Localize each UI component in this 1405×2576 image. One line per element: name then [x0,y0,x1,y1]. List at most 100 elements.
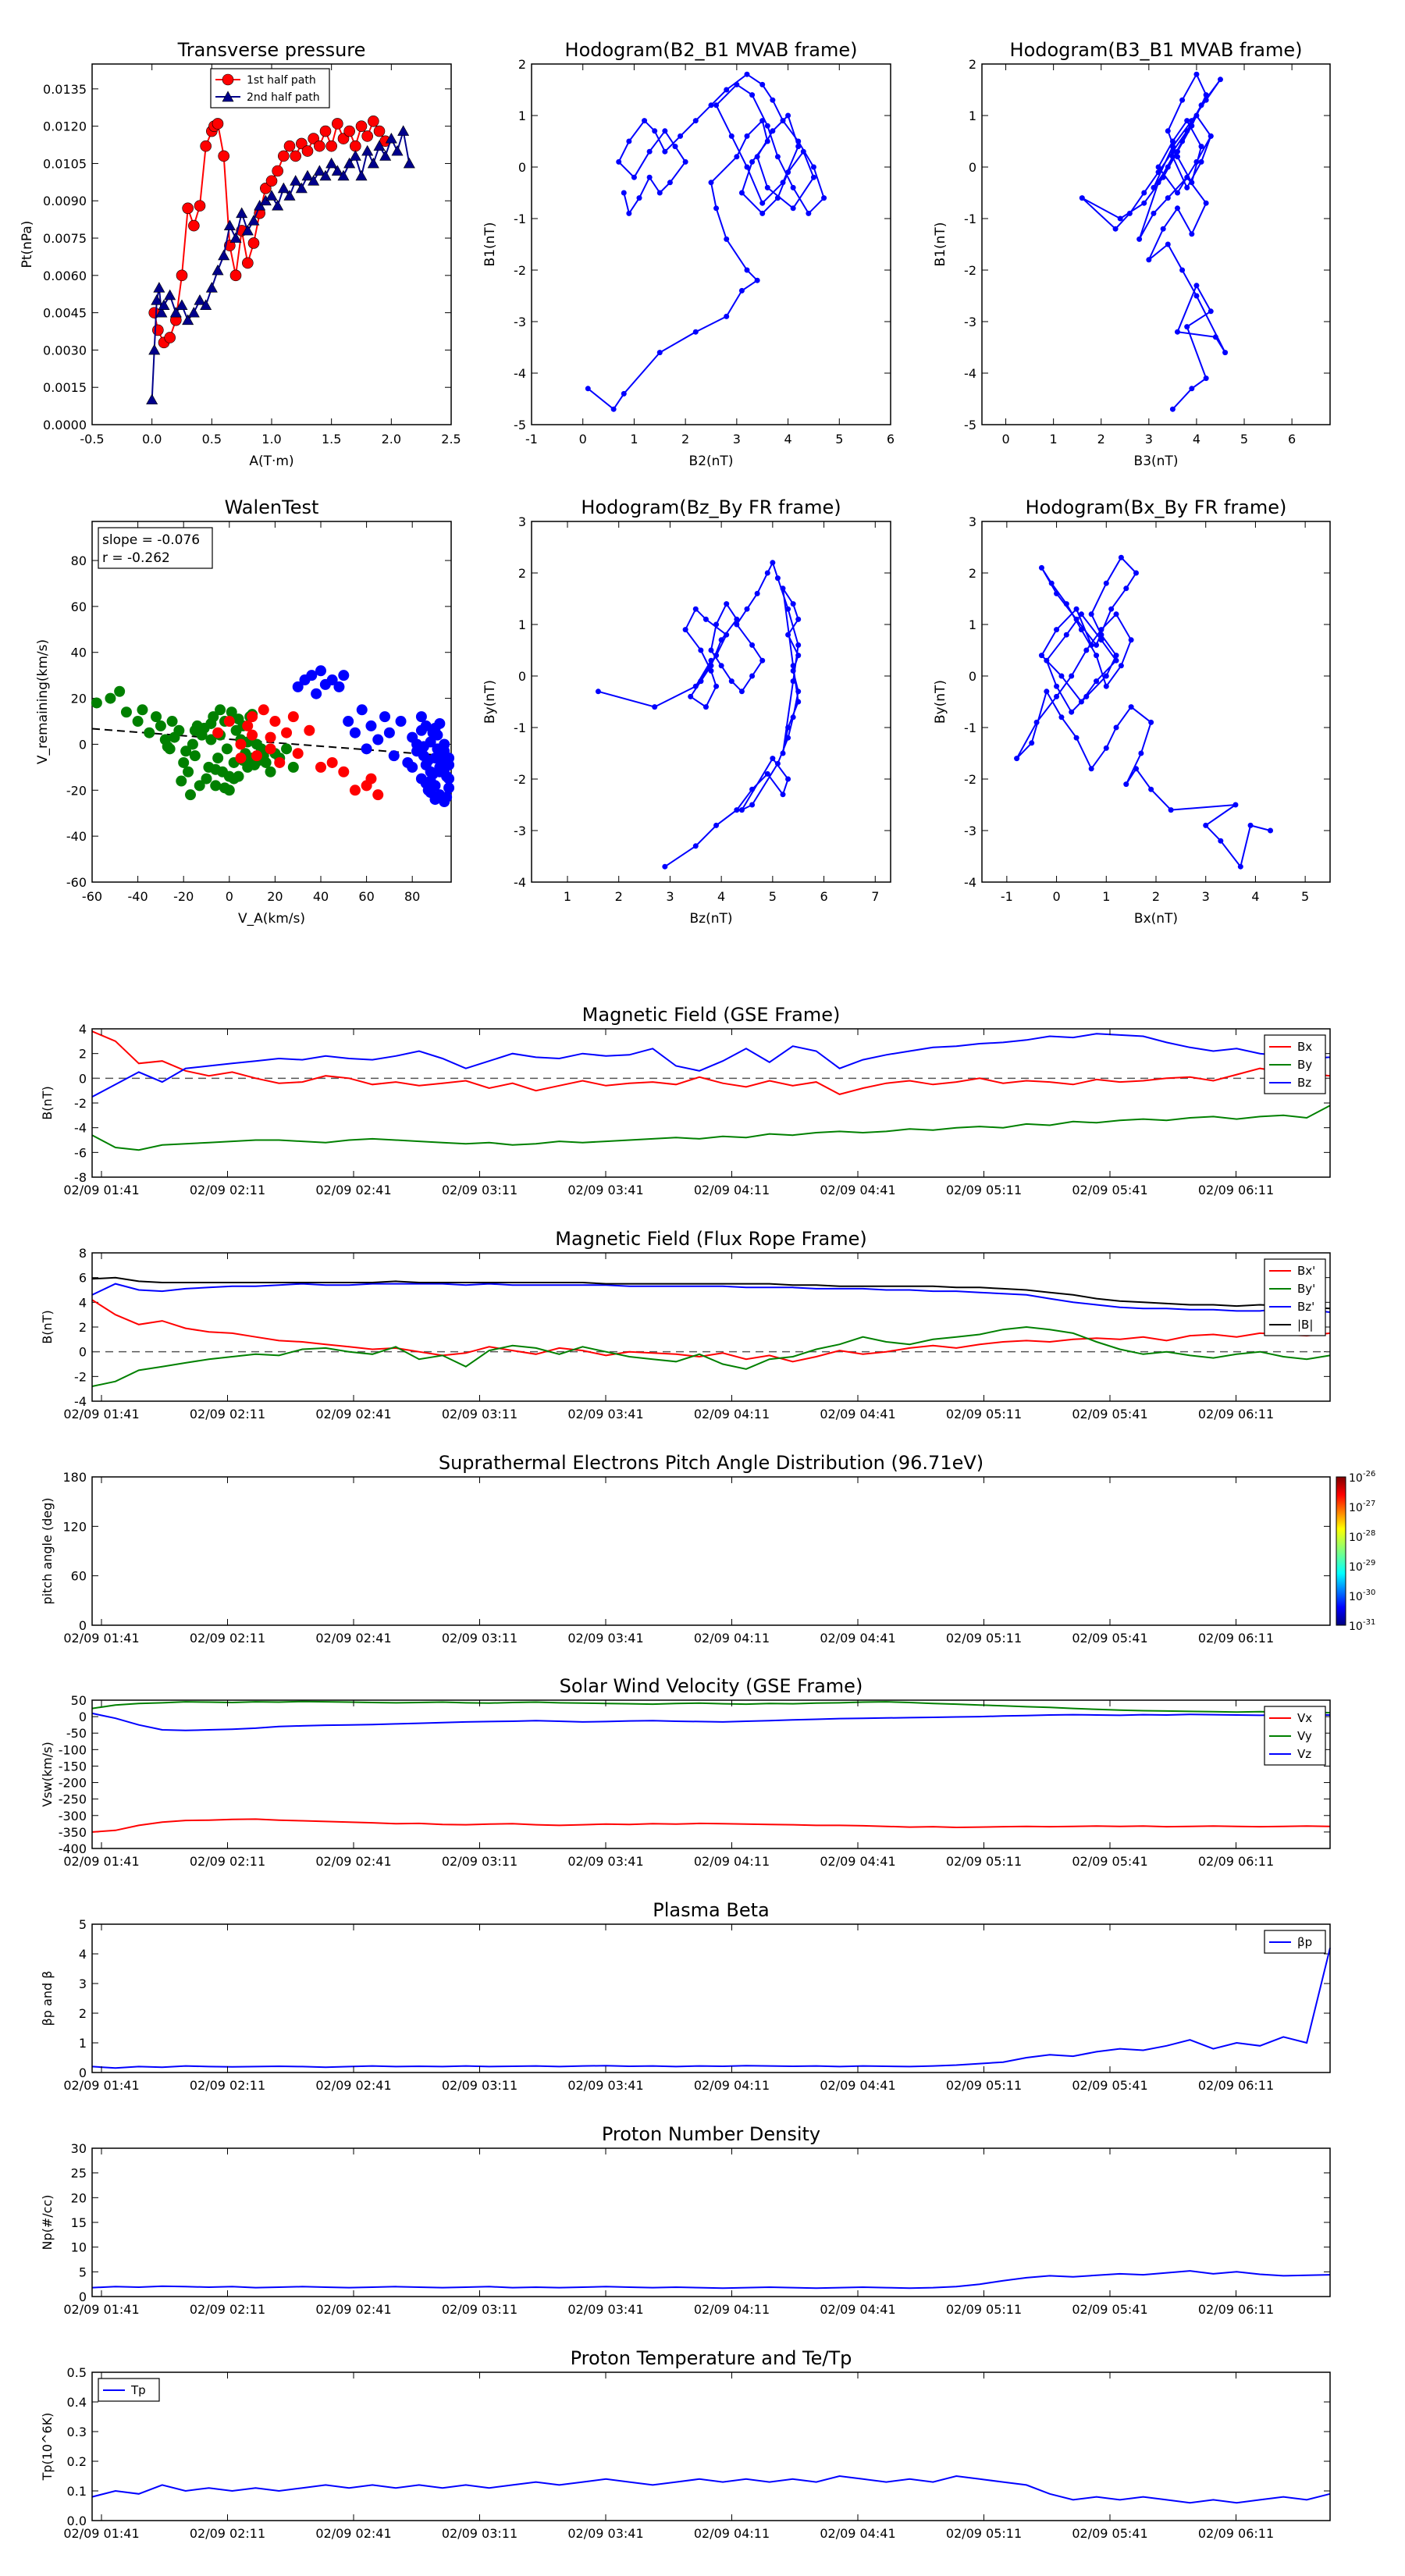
data-point [662,128,668,134]
time-tick-label: 02/09 03:41 [567,2078,643,2093]
data-point [744,267,750,273]
data-point [774,575,781,582]
x-tick-label: 4 [1251,889,1259,904]
data-point [713,205,720,212]
data-point [278,150,290,162]
data-point [708,663,714,669]
data-point [770,128,776,134]
y-tick-label: -4 [514,875,526,890]
data-point [774,760,781,767]
data-point [713,683,720,689]
data-point [372,789,384,801]
chart-title: Transverse pressure [177,39,366,61]
data-point [1083,647,1090,653]
data-point [642,118,648,124]
data-point [388,750,400,762]
y-tick-label: -60 [66,875,87,890]
data-point [1146,257,1152,263]
data-point [425,736,436,748]
series-line-Tp [91,2475,1331,2504]
y-tick-label: -400 [59,1841,87,1856]
data-point [692,606,699,612]
data-point [749,158,756,165]
data-point [188,219,200,232]
proton-temperature-chart: Proton Temperature and Te/Tp 0.0 0.1 0.2 0.3… [40,2347,1331,2541]
data-point [221,743,233,755]
data-point [169,307,182,318]
data-point [1169,154,1176,160]
y-tick-label: 6 [79,1271,87,1286]
data-point [702,704,709,710]
data-point [585,386,591,392]
annotation-box [98,527,213,569]
y-tick-label: 2 [79,1047,87,1062]
x-tick-label: 1 [630,432,638,447]
data-point [343,157,356,169]
data-point [754,154,760,160]
y-tick-label: -6 [74,1145,87,1160]
data-point [662,863,668,870]
data-point [1174,329,1180,335]
data-point [391,144,404,156]
x-tick-label: 0 [226,889,233,904]
data-point [1113,724,1119,731]
x-axis-label: B2(nT) [689,454,734,469]
data-point [212,118,224,130]
time-tick-label: 02/09 02:11 [190,1407,265,1421]
data-point [774,195,781,201]
data-point [1108,606,1115,612]
y-tick-label: -350 [59,1825,87,1840]
time-tick-label: 02/09 04:41 [820,1407,895,1421]
data-point [1160,226,1166,232]
y-tick-label: 0.0045 [43,306,87,321]
data-point [233,713,244,725]
data-point [343,716,354,728]
data-point [749,802,756,808]
data-point [770,97,776,103]
time-tick-label: 02/09 02:41 [315,2526,391,2541]
data-point [713,822,720,828]
data-point [337,133,350,144]
data-point [1237,863,1243,870]
data-point [105,692,116,704]
x-tick-label: 1 [1050,432,1058,447]
data-point [162,741,173,753]
time-tick-label: 02/09 05:41 [1072,1407,1147,1421]
data-point [425,787,436,799]
data-point [626,210,632,216]
time-tick-label: 02/09 05:11 [946,1854,1022,1869]
y-tick-label: 0 [79,1710,87,1724]
x-tick-label: 2.0 [382,432,401,447]
data-point [652,128,658,134]
legend-label: Bx' [1297,1264,1315,1278]
data-point [1198,144,1204,150]
time-tick-label: 02/09 05:41 [1072,1631,1147,1646]
data-point [315,761,326,773]
data-point [785,724,791,731]
data-point [672,144,678,150]
data-point [1073,606,1080,612]
data-point [367,157,379,169]
x-tick-label: 80 [404,889,420,904]
data-point [749,786,756,792]
data-point [1141,200,1147,206]
plot-frame [91,1476,1331,1626]
chart-title: Proton Number Density [602,2123,820,2145]
data-point [718,637,724,643]
data-point [349,727,361,738]
colorbar-tick-label: 10 [1349,1502,1363,1514]
chart-title: Hodogram(B2_B1 MVAB frame) [565,39,858,61]
legend-label: Bx [1297,1040,1312,1054]
legend-box [1264,1258,1326,1336]
chart-title: WalenTest [225,496,319,518]
y-tick-label: 0.0105 [43,156,87,171]
data-point [616,158,622,165]
data-point [155,720,166,731]
data-point [636,195,642,201]
data-point [1069,673,1075,679]
y-tick-label: 0.5 [67,2365,87,2380]
y-tick-label: -1 [514,720,526,735]
data-point [1073,616,1080,622]
plot-frame [531,521,891,883]
time-tick-label: 02/09 01:41 [63,1631,139,1646]
